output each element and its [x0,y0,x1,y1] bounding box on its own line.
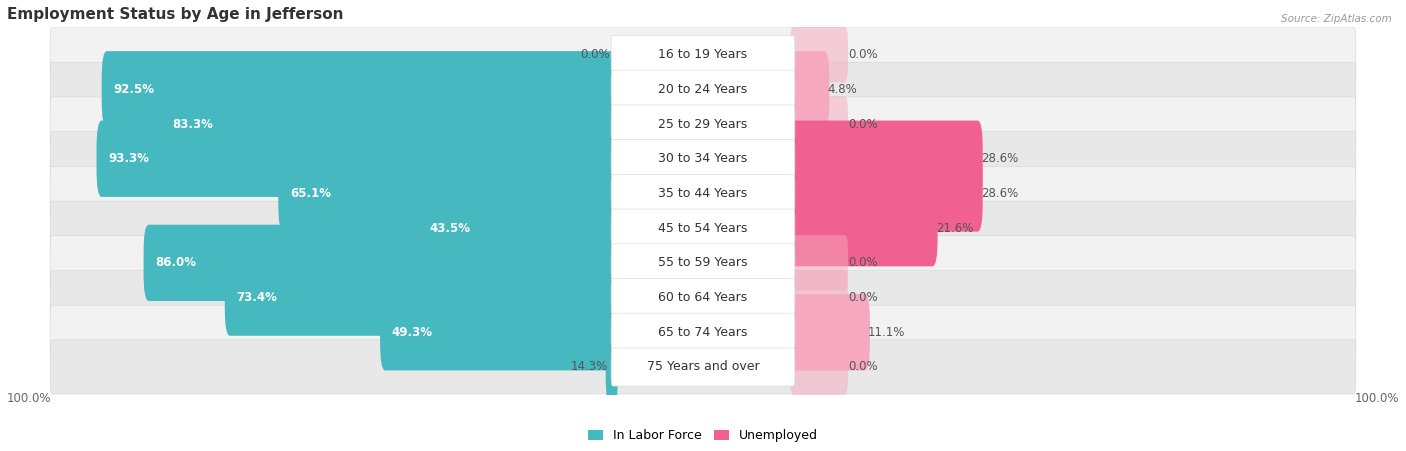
FancyBboxPatch shape [612,175,794,212]
Text: 83.3%: 83.3% [173,118,214,130]
FancyBboxPatch shape [612,348,794,386]
FancyBboxPatch shape [51,305,1355,359]
Text: 65.1%: 65.1% [290,187,330,200]
FancyBboxPatch shape [789,51,830,128]
FancyBboxPatch shape [789,120,983,197]
Text: 0.0%: 0.0% [848,291,877,304]
FancyBboxPatch shape [101,51,617,128]
FancyBboxPatch shape [789,190,938,267]
Text: 0.0%: 0.0% [848,360,877,373]
FancyBboxPatch shape [790,270,848,325]
FancyBboxPatch shape [418,190,617,267]
Text: 28.6%: 28.6% [981,152,1018,165]
Text: 20 to 24 Years: 20 to 24 Years [658,83,748,96]
Text: 11.1%: 11.1% [868,326,905,339]
Text: 0.0%: 0.0% [848,256,877,269]
Text: 73.4%: 73.4% [236,291,277,304]
FancyBboxPatch shape [51,62,1355,116]
Text: 60 to 64 Years: 60 to 64 Years [658,291,748,304]
Text: 0.0%: 0.0% [579,48,610,61]
Legend: In Labor Force, Unemployed: In Labor Force, Unemployed [583,424,823,447]
FancyBboxPatch shape [278,155,617,232]
FancyBboxPatch shape [789,155,983,232]
Text: 45 to 54 Years: 45 to 54 Years [658,221,748,235]
FancyBboxPatch shape [51,97,1355,151]
Text: 86.0%: 86.0% [155,256,197,269]
Text: 14.3%: 14.3% [571,360,607,373]
FancyBboxPatch shape [606,329,617,405]
FancyBboxPatch shape [790,339,848,395]
Text: 75 Years and over: 75 Years and over [647,360,759,373]
Text: 25 to 29 Years: 25 to 29 Years [658,118,748,130]
FancyBboxPatch shape [143,225,617,301]
FancyBboxPatch shape [51,236,1355,290]
FancyBboxPatch shape [51,28,1355,82]
Text: Source: ZipAtlas.com: Source: ZipAtlas.com [1281,14,1392,23]
FancyBboxPatch shape [51,340,1355,394]
Text: 65 to 74 Years: 65 to 74 Years [658,326,748,339]
Text: 0.0%: 0.0% [848,48,877,61]
Text: 100.0%: 100.0% [7,392,52,405]
FancyBboxPatch shape [160,86,617,162]
Text: 35 to 44 Years: 35 to 44 Years [658,187,748,200]
FancyBboxPatch shape [790,235,848,290]
Text: 100.0%: 100.0% [1354,392,1399,405]
FancyBboxPatch shape [612,140,794,178]
Text: 4.8%: 4.8% [827,83,858,96]
FancyBboxPatch shape [790,27,848,83]
Text: 43.5%: 43.5% [429,221,470,235]
FancyBboxPatch shape [612,209,794,247]
FancyBboxPatch shape [97,120,617,197]
FancyBboxPatch shape [51,132,1355,186]
FancyBboxPatch shape [789,294,870,370]
FancyBboxPatch shape [612,244,794,282]
Text: 55 to 59 Years: 55 to 59 Years [658,256,748,269]
Text: 93.3%: 93.3% [108,152,149,165]
Text: Employment Status by Age in Jefferson: Employment Status by Age in Jefferson [7,7,343,22]
FancyBboxPatch shape [612,36,794,74]
FancyBboxPatch shape [612,70,794,108]
FancyBboxPatch shape [612,105,794,143]
FancyBboxPatch shape [612,278,794,317]
Text: 49.3%: 49.3% [392,326,433,339]
Text: 30 to 34 Years: 30 to 34 Years [658,152,748,165]
FancyBboxPatch shape [51,166,1355,221]
Text: 21.6%: 21.6% [935,221,973,235]
Text: 28.6%: 28.6% [981,187,1018,200]
FancyBboxPatch shape [51,201,1355,255]
Text: 0.0%: 0.0% [848,118,877,130]
FancyBboxPatch shape [612,313,794,351]
Text: 16 to 19 Years: 16 to 19 Years [658,48,748,61]
FancyBboxPatch shape [790,96,848,152]
FancyBboxPatch shape [51,271,1355,325]
Text: 92.5%: 92.5% [114,83,155,96]
FancyBboxPatch shape [380,294,617,370]
FancyBboxPatch shape [225,259,617,336]
